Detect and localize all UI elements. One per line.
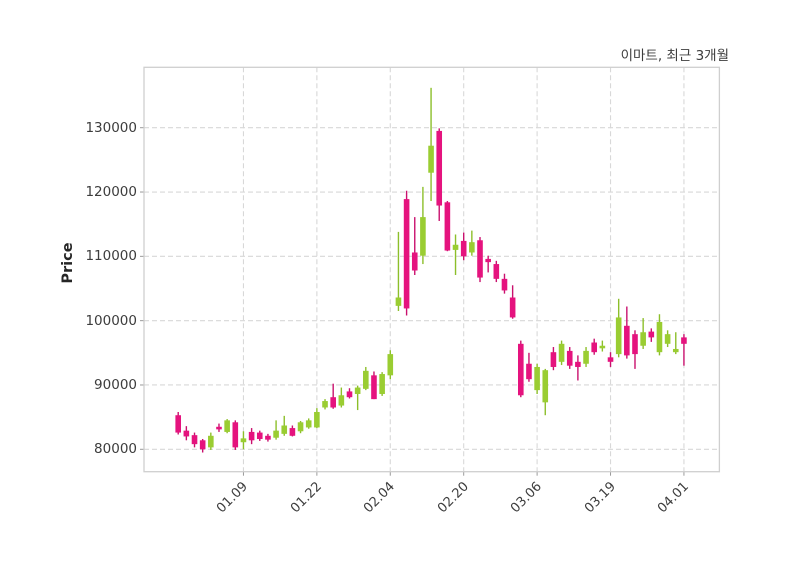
candle-body-down bbox=[248, 431, 255, 441]
candle-body-up bbox=[224, 420, 230, 432]
candle-body-up bbox=[354, 387, 361, 394]
candle-body-down bbox=[232, 422, 239, 448]
candle-body-up bbox=[281, 425, 288, 434]
candle-body-up bbox=[208, 435, 214, 448]
candle-body-down bbox=[591, 342, 598, 353]
candle-body-up bbox=[297, 422, 304, 432]
y-tick-label: 120000 bbox=[85, 184, 137, 201]
candle-body-up bbox=[420, 217, 426, 256]
candle-body-up bbox=[615, 317, 622, 355]
y-tick-label: 90000 bbox=[94, 376, 137, 393]
candle-body-up bbox=[395, 297, 402, 306]
candle-body-down bbox=[648, 331, 655, 338]
candle-body-down bbox=[493, 264, 500, 279]
candle-body-down bbox=[575, 361, 581, 367]
chart-title: 이마트, 최근 3개월 bbox=[620, 48, 729, 64]
candle-body-up bbox=[656, 321, 663, 353]
candle-body-down bbox=[607, 357, 614, 362]
candle-body-down bbox=[175, 415, 181, 433]
candle-body-down bbox=[624, 325, 630, 356]
candle-body-up bbox=[534, 366, 540, 391]
candle-body-down bbox=[183, 430, 190, 437]
candle-body-down bbox=[411, 252, 418, 271]
candle-body-down bbox=[550, 352, 557, 367]
candle-body-down bbox=[566, 350, 573, 366]
candle-body-down bbox=[216, 426, 222, 430]
candle-body-down bbox=[330, 397, 336, 408]
candle-body-up bbox=[240, 438, 247, 443]
candle-body-down bbox=[681, 337, 687, 344]
candle-body-up bbox=[583, 350, 589, 364]
candle-body-down bbox=[256, 432, 263, 440]
candle-body-up bbox=[314, 411, 320, 428]
candle-body-up bbox=[672, 348, 679, 353]
candle-body-down bbox=[477, 240, 483, 278]
candle-body-up bbox=[640, 332, 646, 346]
candle-body-down bbox=[485, 258, 491, 263]
candle-body-down bbox=[501, 278, 508, 291]
candle-body-up bbox=[664, 334, 671, 344]
candle-body-down bbox=[436, 130, 443, 206]
candle-body-up bbox=[273, 430, 279, 438]
candle-body-up bbox=[452, 244, 459, 250]
candle-body-down bbox=[199, 440, 206, 450]
candle-body-down bbox=[444, 202, 451, 251]
candle-body-up bbox=[558, 343, 565, 362]
candle-body-down bbox=[517, 343, 524, 396]
candle-body-down bbox=[371, 375, 377, 400]
candle-body-down bbox=[632, 334, 638, 355]
candle-body-up bbox=[428, 145, 434, 173]
candle-body-down bbox=[460, 240, 467, 257]
y-tick-label: 100000 bbox=[85, 312, 137, 329]
y-tick-label: 130000 bbox=[85, 119, 137, 136]
y-tick-label: 110000 bbox=[85, 248, 137, 265]
plot-border bbox=[143, 66, 721, 473]
candle-body-down bbox=[403, 199, 410, 309]
candle-body-up bbox=[338, 395, 345, 406]
candle-body-down bbox=[526, 363, 532, 380]
candle-body-up bbox=[542, 370, 549, 403]
candle-body-up bbox=[469, 242, 475, 253]
candle-body-down bbox=[346, 391, 353, 398]
candle-body-up bbox=[322, 401, 328, 408]
candle-body-up bbox=[599, 345, 606, 349]
candle-body-up bbox=[363, 370, 369, 389]
candle-body-up bbox=[387, 354, 394, 376]
candle-body-up bbox=[305, 420, 312, 428]
candle-body-down bbox=[289, 428, 296, 436]
candle-body-down bbox=[265, 435, 271, 440]
candle-body-up bbox=[379, 374, 385, 394]
y-tick-label: 80000 bbox=[94, 441, 137, 458]
candle-body-down bbox=[191, 435, 198, 445]
candle-body-down bbox=[509, 297, 516, 318]
